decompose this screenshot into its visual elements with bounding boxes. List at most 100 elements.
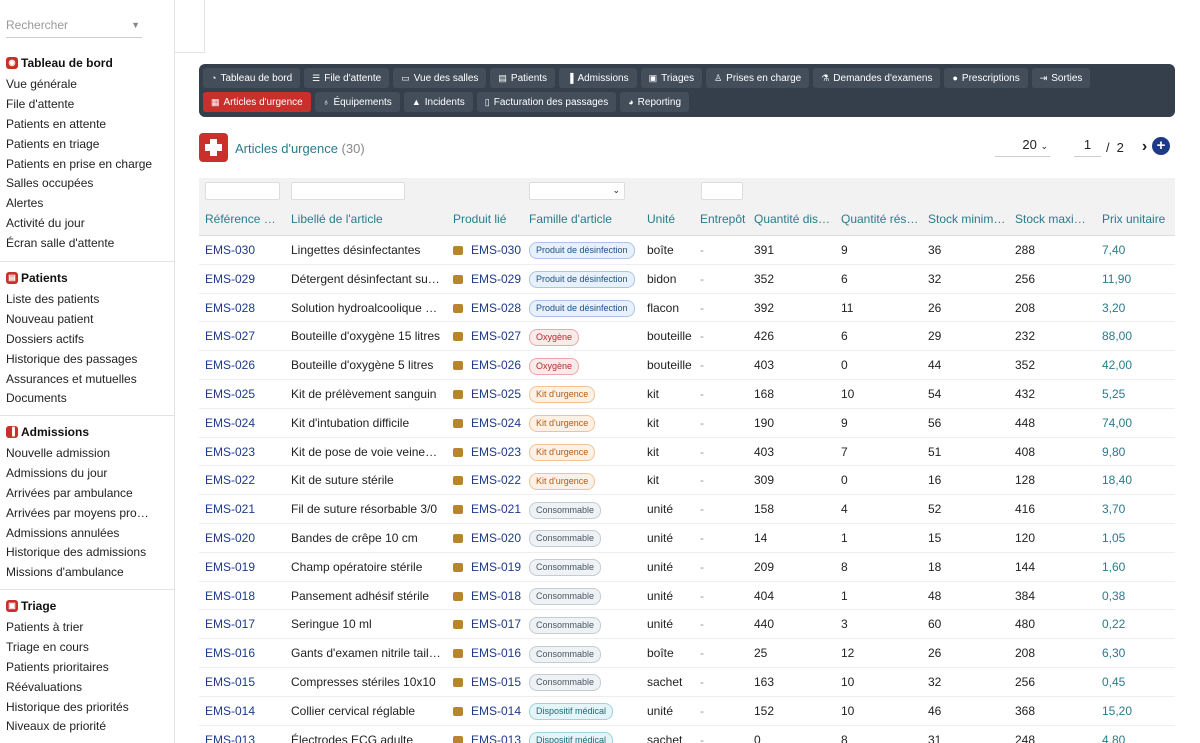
sidebar-item[interactable]: Alertes xyxy=(6,196,44,211)
sidebar-item[interactable]: Patients prioritaires xyxy=(6,659,109,674)
table-row[interactable]: EMS-021 Fil de suture résorbable 3/0 EMS-0… xyxy=(199,495,1175,524)
filter-label[interactable] xyxy=(291,182,405,200)
cell-product[interactable]: EMS-017 xyxy=(453,610,523,639)
nav-tab[interactable]: ▲ Incidents xyxy=(403,92,473,112)
linked-product[interactable]: EMS-026 xyxy=(471,358,522,373)
table-row[interactable]: EMS-024 Kit d'intubation difficile EMS-024… xyxy=(199,409,1175,438)
cell-product[interactable]: EMS-016 xyxy=(453,639,523,668)
column-header[interactable]: Entrepôt xyxy=(700,212,746,226)
nav-tab[interactable]: ◔ Tableau de bord xyxy=(203,68,301,88)
cell-product[interactable]: EMS-021 xyxy=(453,495,523,524)
nav-tab[interactable]: ☰ File d'attente xyxy=(304,68,390,88)
cell-ref[interactable]: EMS-027 xyxy=(205,329,256,344)
column-header[interactable]: Quantité réservée xyxy=(841,212,921,226)
linked-product[interactable]: EMS-016 xyxy=(471,646,522,661)
cell-product[interactable]: EMS-028 xyxy=(453,294,523,323)
column-header[interactable]: Libellé de l'article xyxy=(291,212,383,226)
cell-product[interactable]: EMS-014 xyxy=(453,697,523,726)
column-header[interactable]: Famille d'article xyxy=(529,212,612,226)
cell-ref[interactable]: EMS-014 xyxy=(205,703,256,718)
linked-product[interactable]: EMS-019 xyxy=(471,559,522,574)
sidebar-item[interactable]: Activité du jour xyxy=(6,216,85,231)
page-size-select[interactable]: 20 ⌄ xyxy=(995,137,1050,157)
table-row[interactable]: EMS-030 Lingettes désinfectantes EMS-030 Pr… xyxy=(199,236,1175,265)
filter-family-select[interactable]: ⌄ xyxy=(529,182,625,200)
cell-ref[interactable]: EMS-019 xyxy=(205,559,256,574)
cell-ref[interactable]: EMS-018 xyxy=(205,588,256,603)
nav-tab[interactable]: ▣ Triages xyxy=(640,68,703,88)
column-header[interactable]: Référence de l'article xyxy=(205,212,281,226)
table-row[interactable]: EMS-019 Champ opératoire stérile EMS-019 Co… xyxy=(199,553,1175,582)
sidebar-item[interactable]: Nouveau patient xyxy=(6,311,94,326)
cell-ref[interactable]: EMS-022 xyxy=(205,473,256,488)
cell-product[interactable]: EMS-025 xyxy=(453,380,523,409)
sidebar-item[interactable]: Patients en triage xyxy=(6,136,100,151)
sidebar-item[interactable]: File d'attente xyxy=(6,96,75,111)
nav-tab[interactable]: ◕ Reporting xyxy=(620,92,690,112)
nav-tab[interactable]: ● Prescriptions xyxy=(944,68,1028,88)
linked-product[interactable]: EMS-029 xyxy=(471,271,522,286)
linked-product[interactable]: EMS-028 xyxy=(471,300,522,315)
sidebar-item[interactable]: Patients en prise en charge xyxy=(6,156,153,171)
cell-ref[interactable]: EMS-028 xyxy=(205,300,256,315)
cell-product[interactable]: EMS-019 xyxy=(453,553,523,582)
column-header[interactable]: Unité xyxy=(647,212,676,226)
linked-product[interactable]: EMS-018 xyxy=(471,588,522,603)
sidebar-item[interactable]: Nouvelle admission xyxy=(6,446,111,460)
table-row[interactable]: EMS-025 Kit de prélèvement sanguin EMS-025… xyxy=(199,380,1175,409)
nav-tab[interactable]: ▯ Facturation des passages xyxy=(476,92,617,112)
cell-product[interactable]: EMS-027 xyxy=(453,322,523,351)
sidebar-item[interactable]: Écran salle d'attente xyxy=(6,236,115,251)
sidebar-item[interactable]: Historique des priorités xyxy=(6,699,129,714)
linked-product[interactable]: EMS-023 xyxy=(471,444,522,459)
cell-ref[interactable]: EMS-030 xyxy=(205,243,256,257)
cell-product[interactable]: EMS-022 xyxy=(453,466,523,495)
cell-product[interactable]: EMS-018 xyxy=(453,582,523,611)
linked-product[interactable]: EMS-017 xyxy=(471,617,522,632)
table-row[interactable]: EMS-029 Détergent désinfectant surfaces EM… xyxy=(199,265,1175,294)
cell-product[interactable]: EMS-024 xyxy=(453,409,523,438)
search-input[interactable] xyxy=(6,18,126,32)
nav-tab[interactable]: ⇥ Sorties xyxy=(1031,68,1091,88)
linked-product[interactable]: EMS-024 xyxy=(471,415,522,430)
sidebar-item[interactable]: Arrivées par moyens pro… xyxy=(6,505,149,520)
table-row[interactable]: EMS-020 Bandes de crêpe 10 cm EMS-020 Conso… xyxy=(199,524,1175,553)
page-number-input[interactable]: 1 xyxy=(1074,137,1101,157)
table-row[interactable]: EMS-026 Bouteille d'oxygène 5 litres EMS-0… xyxy=(199,351,1175,380)
cell-product[interactable]: EMS-015 xyxy=(453,668,523,697)
sidebar-item[interactable]: Admissions du jour xyxy=(6,465,108,480)
sidebar-section-title[interactable]: ▤ Patients xyxy=(0,266,174,290)
filter-reference[interactable] xyxy=(205,182,280,200)
cell-product[interactable]: EMS-030 xyxy=(453,236,523,265)
sidebar-item[interactable]: Historique des passages xyxy=(6,351,138,366)
sidebar-search[interactable]: ▼ xyxy=(6,18,142,38)
cell-ref[interactable]: EMS-029 xyxy=(205,271,256,286)
cell-ref[interactable]: EMS-016 xyxy=(205,646,256,661)
cell-product[interactable]: EMS-020 xyxy=(453,524,523,553)
sidebar-item[interactable]: Patients à trier xyxy=(6,620,84,634)
sidebar-item[interactable]: Documents xyxy=(6,391,67,406)
sidebar-section-title[interactable]: ▣ Triage xyxy=(0,594,174,618)
cell-ref[interactable]: EMS-017 xyxy=(205,617,256,632)
column-header[interactable]: Produit lié xyxy=(453,212,507,226)
table-row[interactable]: EMS-023 Kit de pose de voie veineuse EMS-0… xyxy=(199,438,1175,467)
sidebar-item[interactable]: Arrivées par ambulance xyxy=(6,485,133,500)
sidebar-section-title[interactable]: ◉ Tableau de bord xyxy=(0,51,174,75)
sidebar-item[interactable]: Liste des patients xyxy=(6,292,100,306)
cell-product[interactable]: EMS-029 xyxy=(453,265,523,294)
table-row[interactable]: EMS-028 Solution hydroalcoolique 500 ml EM… xyxy=(199,294,1175,323)
nav-tab[interactable]: ▭ Vue des salles xyxy=(393,68,487,88)
cell-ref[interactable]: EMS-013 xyxy=(205,732,256,743)
cell-ref[interactable]: EMS-021 xyxy=(205,502,256,517)
linked-product[interactable]: EMS-022 xyxy=(471,473,522,488)
chevron-down-icon[interactable]: ▼ xyxy=(131,20,140,30)
linked-product[interactable]: EMS-014 xyxy=(471,703,522,718)
column-header[interactable]: Stock minimum xyxy=(928,212,1008,226)
cell-ref[interactable]: EMS-025 xyxy=(205,387,256,401)
next-page-icon[interactable]: › xyxy=(1141,138,1148,155)
cell-ref[interactable]: EMS-024 xyxy=(205,415,256,430)
column-header[interactable]: Stock maximum xyxy=(1015,212,1095,226)
linked-product[interactable]: EMS-021 xyxy=(471,502,522,517)
nav-tab[interactable]: ♙ Prises en charge xyxy=(706,68,810,88)
sidebar-item[interactable]: Dossiers actifs xyxy=(6,331,85,346)
